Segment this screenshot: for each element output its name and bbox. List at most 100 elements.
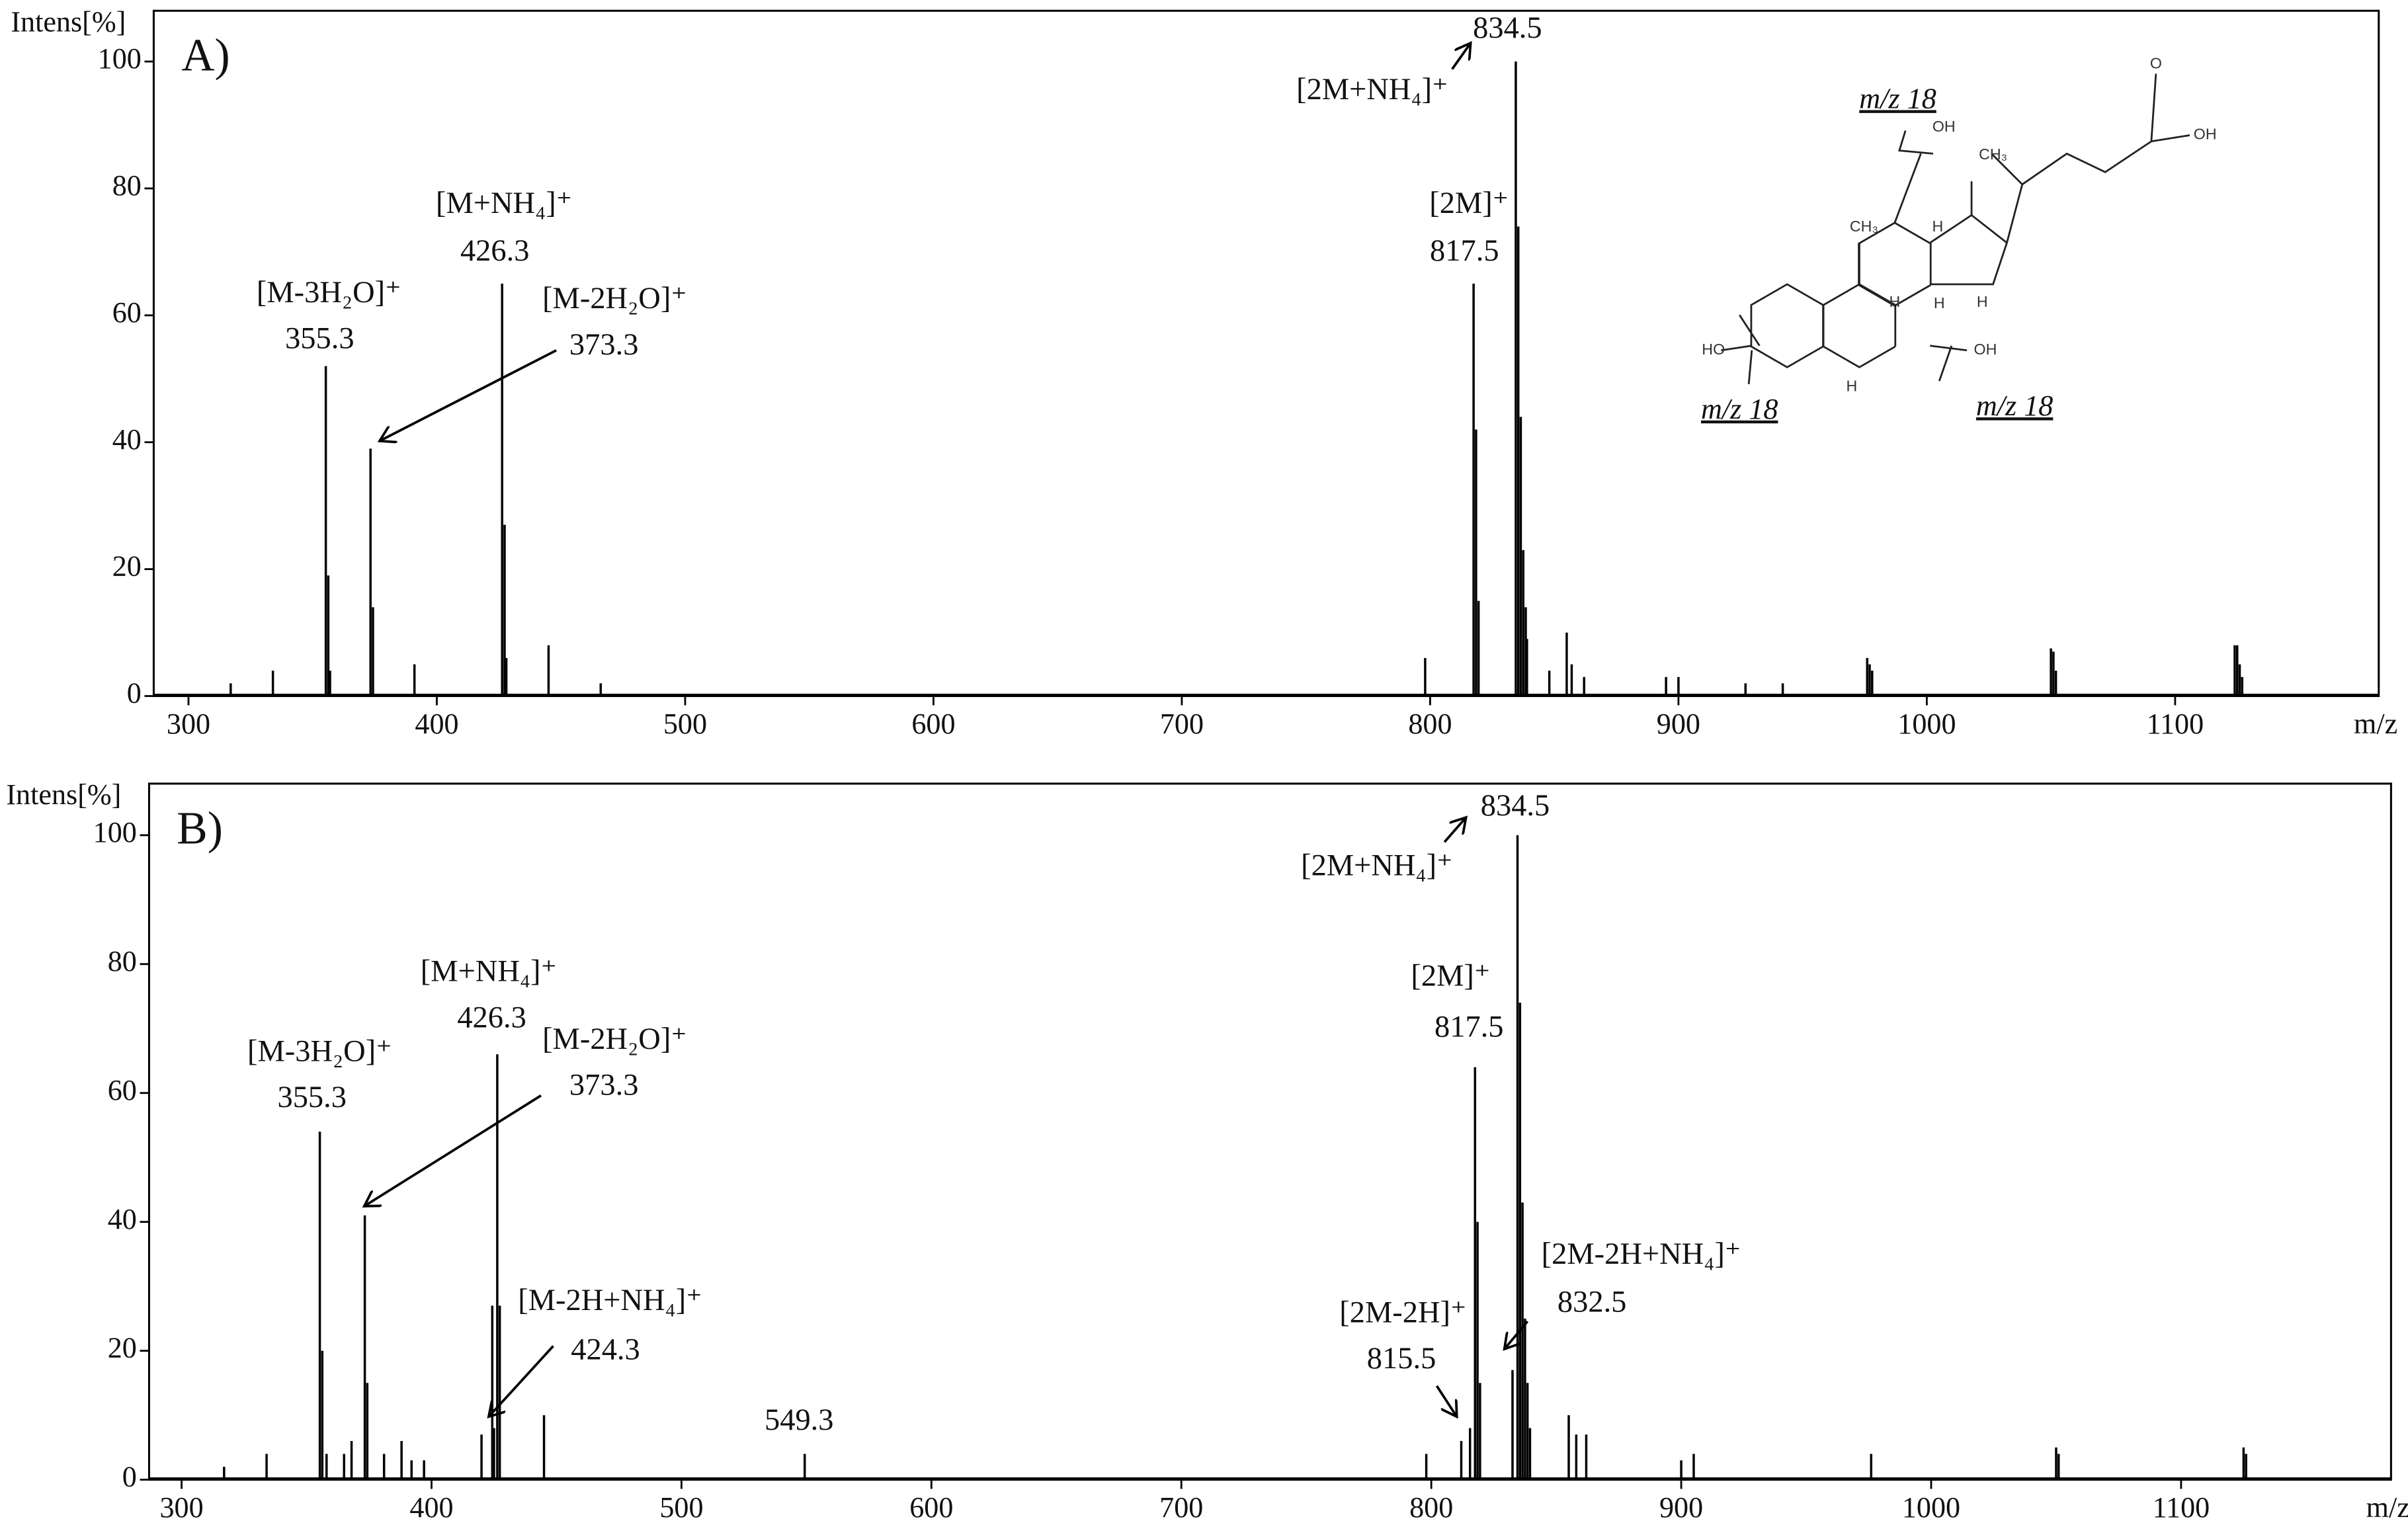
- ion-label: [M-2H₂O]⁺: [542, 1022, 687, 1056]
- arrow: [1443, 817, 1466, 843]
- x-tick-label: 500: [663, 708, 707, 740]
- mz-label: 834.5: [1473, 11, 1542, 45]
- ion-label: [2M-2H]⁺: [1339, 1296, 1466, 1330]
- mz-label: 815.5: [1367, 1342, 1436, 1376]
- fragment-label: m/z 18: [1976, 390, 2053, 422]
- mz-label: 355.3: [285, 321, 354, 355]
- atom-label: OH: [1932, 118, 1956, 135]
- x-axis-label: m/z: [2366, 1491, 2408, 1523]
- panel-label: B): [177, 803, 223, 854]
- x-tick-label: 400: [415, 708, 458, 740]
- mz-label: 373.3: [569, 1069, 639, 1102]
- plot-frame: [152, 9, 2380, 698]
- x-tick-label: 1100: [2153, 1491, 2210, 1523]
- y-tick-label: 100: [98, 42, 142, 75]
- arrow: [1451, 43, 1471, 70]
- x-tick-label: 500: [659, 1491, 703, 1523]
- ion-label: [M-2H+NH₄]⁺: [518, 1284, 702, 1317]
- y-tick-label: 80: [112, 169, 142, 202]
- x-tick-label: 600: [909, 1491, 953, 1523]
- ion-label: [2M+NH₄]⁺: [1296, 73, 1448, 106]
- ion-label: [M-3H₂O]⁺: [257, 276, 401, 309]
- panel: 0 20 40 60 80 100 300 400 500 600 700 800 900 1000 110…: [11, 5, 2397, 740]
- structure: m/z 18 OH CH₃ CH₃ H H H H HO OH Hm/z 18 m/z 18 O OH: [1701, 55, 2217, 425]
- x-tick-label: 1000: [1902, 1491, 1960, 1523]
- mz-label: 549.3: [765, 1403, 834, 1437]
- y-tick-label: 100: [93, 816, 137, 848]
- arrow: [1505, 1320, 1529, 1349]
- y-tick-label: 80: [108, 945, 137, 977]
- arrow: [364, 1094, 542, 1206]
- atom-label: H: [1977, 293, 1988, 310]
- mz-label: 817.5: [1430, 234, 1499, 268]
- x-tick-label: 800: [1408, 708, 1452, 740]
- atom-label: CH₃: [1979, 145, 2007, 163]
- atom-label: OH: [1974, 341, 1997, 358]
- ion-label: [M+NH₄]⁺: [421, 955, 557, 989]
- x-tick-label: 700: [1160, 708, 1204, 740]
- atom-label: H: [1934, 294, 1945, 311]
- y-tick-label: 60: [108, 1074, 137, 1106]
- x-tick-label: 300: [167, 708, 210, 740]
- ring: [1750, 283, 1824, 368]
- x-tick-label: 900: [1657, 708, 1700, 740]
- x-tick-label: 1000: [1897, 708, 1956, 740]
- atom-label: CH₃: [1850, 218, 1878, 235]
- x-tick-label: 700: [1159, 1491, 1203, 1523]
- y-tick-label: 60: [112, 296, 142, 329]
- mz-label: 817.5: [1434, 1010, 1504, 1044]
- fragment-label: m/z 18: [1859, 82, 1936, 114]
- fragment-arrow: [1739, 314, 1761, 347]
- ion-label: [2M-2H+NH₄]⁺: [1542, 1237, 1741, 1271]
- y-tick-label: 0: [127, 677, 142, 710]
- atom-label: O: [2150, 55, 2162, 72]
- plot-frame: [147, 782, 2392, 1481]
- mz-label: 426.3: [457, 1001, 526, 1034]
- x-axis-label: m/z: [2354, 708, 2397, 740]
- mz-label: 373.3: [569, 328, 639, 362]
- ion-label: [M-2H₂O]⁺: [542, 282, 687, 315]
- x-tick-label: 300: [159, 1491, 203, 1523]
- x-tick-label: 900: [1659, 1491, 1703, 1523]
- mz-label: 424.3: [571, 1333, 640, 1366]
- ring: [1822, 283, 1897, 368]
- fragment-arrow: [1747, 350, 1753, 384]
- bond: [1893, 153, 1922, 224]
- y-tick-label: 40: [108, 1203, 137, 1235]
- y-tick-label: 20: [108, 1332, 137, 1364]
- bond: [1721, 345, 1753, 352]
- mz-label: 426.3: [460, 234, 530, 268]
- atom-label: H: [1932, 218, 1944, 235]
- y-tick-label: 0: [122, 1461, 137, 1493]
- bond: [2151, 134, 2190, 143]
- bond: [2021, 73, 2157, 185]
- panel-label: A): [181, 30, 230, 81]
- fragment-arrow: [1938, 345, 1953, 382]
- x-tick-label: 1100: [2147, 708, 2204, 740]
- ion-label: [M+NH₄]⁺: [436, 186, 572, 220]
- ion-label: [2M]⁺: [1411, 960, 1490, 993]
- arrow: [489, 1345, 554, 1417]
- y-tick-label: 20: [112, 550, 142, 583]
- atom-label: OH: [2194, 126, 2217, 143]
- mz-label: 834.5: [1481, 789, 1550, 823]
- panel: 0 20 40 60 80 100 300 400 500 600 700 800 900 1000 110…: [6, 778, 2408, 1523]
- arrow: [1435, 1385, 1457, 1417]
- atom-label: H: [1889, 293, 1900, 310]
- x-tick-label: 600: [911, 708, 955, 740]
- bond: [1930, 345, 1968, 352]
- arrow: [380, 349, 558, 441]
- ion-label: [2M]⁺: [1429, 186, 1509, 220]
- ion-label: [2M+NH₄]⁺: [1301, 848, 1452, 882]
- y-axis-label: Intens[%]: [11, 5, 126, 38]
- y-tick-label: 40: [112, 423, 142, 456]
- x-tick-label: 400: [409, 1491, 453, 1523]
- atom-label: H: [1846, 378, 1857, 395]
- mz-label: 832.5: [1557, 1285, 1627, 1319]
- y-axis-label: Intens[%]: [6, 778, 121, 811]
- fragment-arrow: [1898, 130, 1934, 155]
- ion-label: [M-3H₂O]⁺: [247, 1035, 392, 1069]
- bond: [1991, 153, 2024, 243]
